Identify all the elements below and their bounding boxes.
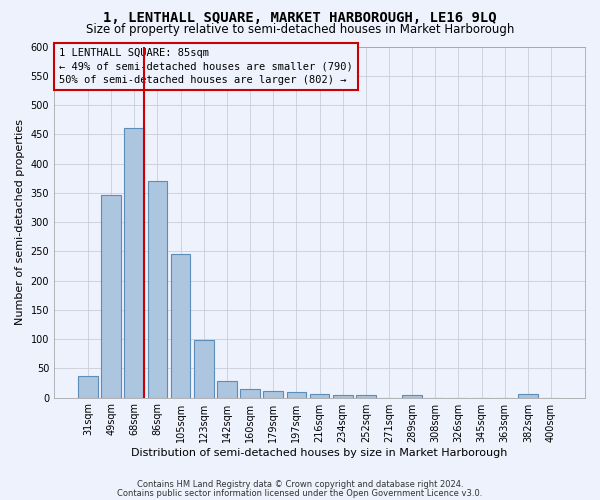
Bar	[518, 394, 538, 398]
Text: Size of property relative to semi-detached houses in Market Harborough: Size of property relative to semi-detach…	[86, 22, 514, 36]
Y-axis label: Number of semi-detached properties: Number of semi-detached properties	[15, 119, 25, 325]
Text: 1 LENTHALL SQUARE: 85sqm
← 49% of semi-detached houses are smaller (790)
50% of : 1 LENTHALL SQUARE: 85sqm ← 49% of semi-d…	[59, 48, 353, 84]
Bar	[171, 254, 190, 398]
Bar	[263, 391, 283, 398]
Bar	[78, 376, 98, 398]
Text: 1, LENTHALL SQUARE, MARKET HARBOROUGH, LE16 9LQ: 1, LENTHALL SQUARE, MARKET HARBOROUGH, L…	[103, 11, 497, 25]
Text: Contains public sector information licensed under the Open Government Licence v3: Contains public sector information licen…	[118, 488, 482, 498]
Bar	[194, 340, 214, 398]
Bar	[240, 389, 260, 398]
Bar	[148, 181, 167, 398]
Bar	[402, 394, 422, 398]
X-axis label: Distribution of semi-detached houses by size in Market Harborough: Distribution of semi-detached houses by …	[131, 448, 508, 458]
Bar	[356, 394, 376, 398]
Bar	[101, 194, 121, 398]
Bar	[333, 394, 353, 398]
Bar	[124, 128, 144, 398]
Text: Contains HM Land Registry data © Crown copyright and database right 2024.: Contains HM Land Registry data © Crown c…	[137, 480, 463, 489]
Bar	[217, 380, 237, 398]
Bar	[310, 394, 329, 398]
Bar	[287, 392, 306, 398]
